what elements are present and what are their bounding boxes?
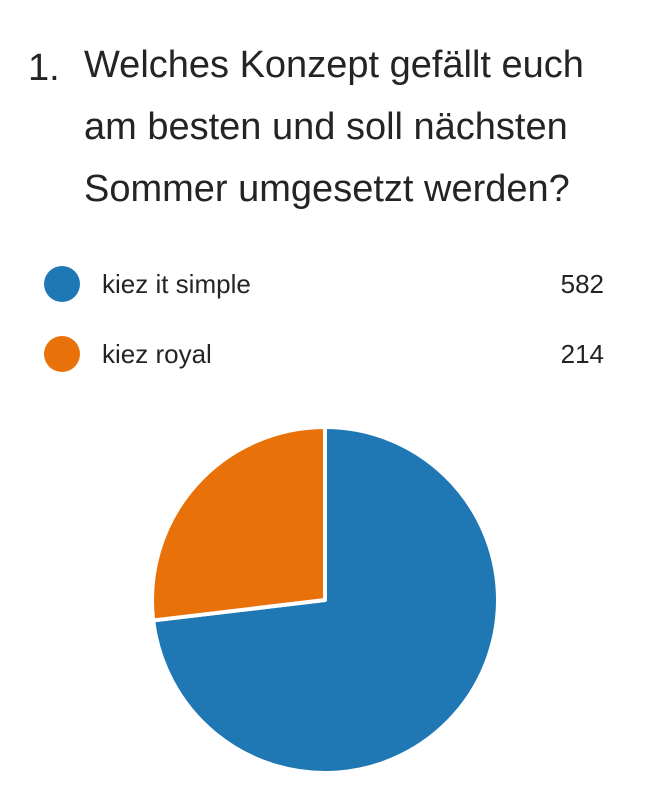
legend-value: 582 (560, 268, 604, 299)
legend-swatch-kiez-it-simple (44, 266, 80, 302)
legend-label: kiez royal (102, 338, 212, 369)
pie-chart (140, 415, 510, 785)
chart-legend: kiez it simple 582 kiez royal 214 (44, 258, 604, 398)
legend-swatch-kiez-royal (44, 336, 80, 372)
pie-slice-kiez-royal[interactable] (150, 425, 327, 623)
legend-item-kiez-it-simple: kiez it simple 582 (44, 258, 604, 310)
question-header: 1. Welches Konzept gefällt euch am beste… (28, 36, 638, 220)
pie-chart-svg (150, 425, 500, 775)
legend-label: kiez it simple (102, 268, 251, 299)
question-number: 1. (28, 47, 60, 89)
legend-item-kiez-royal: kiez royal 214 (44, 328, 604, 380)
legend-value: 214 (560, 338, 604, 369)
question-text: Welches Konzept gefällt euch am besten u… (84, 44, 584, 210)
